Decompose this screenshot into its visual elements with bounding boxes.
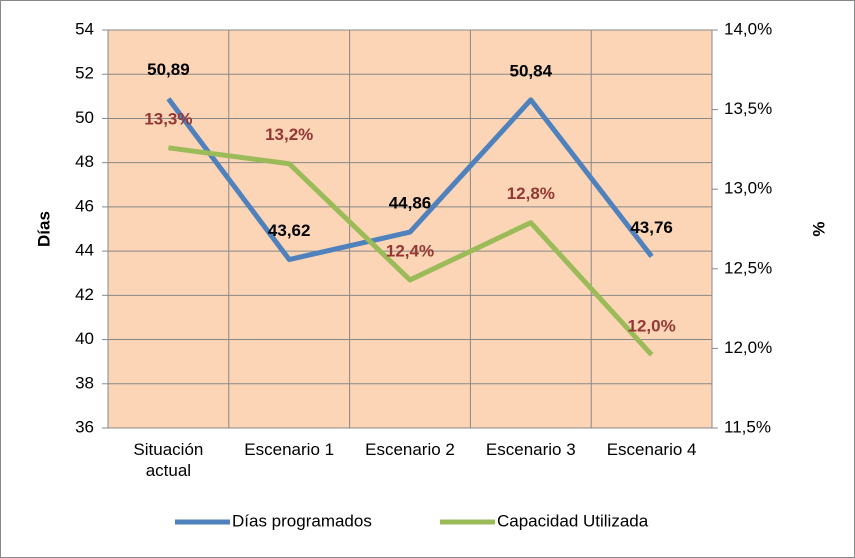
y-tick-label: 52 [75,64,94,83]
data-label: 44,86 [389,194,432,213]
data-label: 43,62 [268,221,311,240]
data-label: 13,2% [265,125,313,144]
y2-tick-label: 12,0% [724,338,772,357]
y-tick-label: 38 [75,373,94,392]
data-label: 12,0% [627,316,675,335]
x-tick-label: Escenario 1 [244,440,335,459]
y2-tick-label: 12,5% [724,258,772,277]
y2-tick-label: 13,0% [724,179,772,198]
line-series [166,97,654,263]
data-label: 12,4% [386,241,434,260]
y2-tick-label: 13,5% [724,99,772,118]
data-label: 12,8% [507,184,555,203]
y-tick-label: 50 [75,108,94,127]
y-tick-label: 42 [75,285,94,304]
data-label: 50,84 [510,61,553,80]
legend-label: Días programados [232,511,372,530]
y-tick-label: 40 [75,329,94,348]
y-tick-label: 36 [75,417,94,436]
data-label: 43,76 [630,218,673,237]
legend-label: Capacidad Utilizada [497,511,649,530]
y2-axis-title: % [809,221,828,236]
data-label: 50,89 [147,60,190,79]
y2-tick-label: 14,0% [724,19,772,38]
x-tick-label: Escenario 2 [365,440,455,459]
y-tick-label: 54 [75,19,94,38]
x-tick-label: Escenario 4 [606,440,697,459]
x-tick-label: Escenario 3 [485,440,576,459]
y-axis-title: Días [34,211,53,247]
x-tick-label: Situación actual [133,440,204,480]
data-label: 13,3% [144,109,192,128]
y-tick-label: 48 [75,152,94,171]
line-series [168,145,654,357]
y-tick-label: 46 [75,196,94,215]
plot-border [107,29,713,429]
y2-tick-label: 11,5% [724,417,771,436]
y-tick-label: 44 [75,241,94,260]
